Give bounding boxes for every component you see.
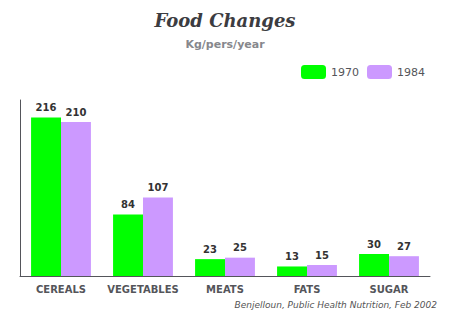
svg-text:VEGETABLES: VEGETABLES — [107, 284, 178, 295]
svg-text:216: 216 — [36, 102, 57, 113]
svg-text:107: 107 — [148, 182, 169, 193]
svg-text:SUGAR: SUGAR — [370, 284, 409, 295]
svg-text:Kg/pers/year: Kg/pers/year — [185, 38, 265, 51]
svg-text:25: 25 — [233, 242, 247, 253]
svg-text:30: 30 — [367, 239, 381, 250]
svg-text:23: 23 — [203, 244, 217, 255]
svg-text:Benjelloun, Public Health Nutr: Benjelloun, Public Health Nutrition, Feb… — [235, 300, 438, 310]
svg-text:210: 210 — [66, 107, 87, 118]
svg-text:MEATS: MEATS — [206, 284, 244, 295]
svg-text:Food Changes: Food Changes — [154, 10, 296, 31]
svg-text:13: 13 — [285, 251, 299, 262]
svg-text:15: 15 — [315, 250, 329, 261]
svg-text:1984: 1984 — [397, 66, 425, 79]
svg-text:27: 27 — [397, 241, 411, 252]
svg-text:CEREALS: CEREALS — [36, 284, 86, 295]
svg-text:84: 84 — [121, 199, 135, 210]
svg-text:1970: 1970 — [331, 66, 359, 79]
svg-text:FATS: FATS — [294, 284, 321, 295]
